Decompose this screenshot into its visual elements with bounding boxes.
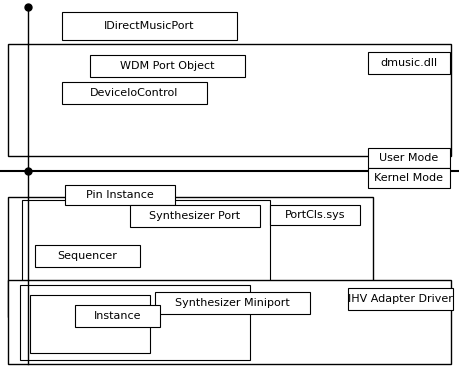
- Bar: [20, 285, 250, 360]
- Bar: [368, 52, 450, 74]
- Text: Sequencer: Sequencer: [57, 251, 118, 261]
- Text: dmusic.dll: dmusic.dll: [381, 58, 437, 68]
- Text: Pin Instance: Pin Instance: [86, 190, 154, 200]
- Bar: [348, 288, 453, 310]
- Text: IDirectMusicPort: IDirectMusicPort: [104, 21, 195, 31]
- Bar: [75, 305, 160, 327]
- Text: Synthesizer Port: Synthesizer Port: [150, 211, 241, 221]
- Text: Kernel Mode: Kernel Mode: [375, 173, 443, 183]
- Bar: [90, 55, 245, 77]
- Bar: [65, 185, 175, 205]
- Bar: [30, 295, 150, 353]
- Bar: [35, 245, 140, 267]
- Bar: [62, 12, 237, 40]
- Text: WDM Port Object: WDM Port Object: [120, 61, 215, 71]
- Bar: [155, 292, 310, 314]
- Bar: [130, 205, 260, 227]
- Bar: [368, 148, 450, 168]
- Text: IHV Adapter Driver: IHV Adapter Driver: [348, 294, 453, 304]
- Bar: [368, 168, 450, 188]
- Bar: [8, 280, 451, 364]
- Text: DeviceIoControl: DeviceIoControl: [90, 88, 179, 98]
- Text: Instance: Instance: [94, 311, 141, 321]
- Text: User Mode: User Mode: [380, 153, 439, 163]
- Text: PortCls.sys: PortCls.sys: [285, 210, 345, 220]
- Bar: [22, 200, 270, 314]
- Bar: [8, 44, 451, 156]
- Bar: [270, 205, 360, 225]
- Text: Synthesizer Miniport: Synthesizer Miniport: [175, 298, 290, 308]
- Bar: [62, 82, 207, 104]
- Bar: [8, 197, 373, 317]
